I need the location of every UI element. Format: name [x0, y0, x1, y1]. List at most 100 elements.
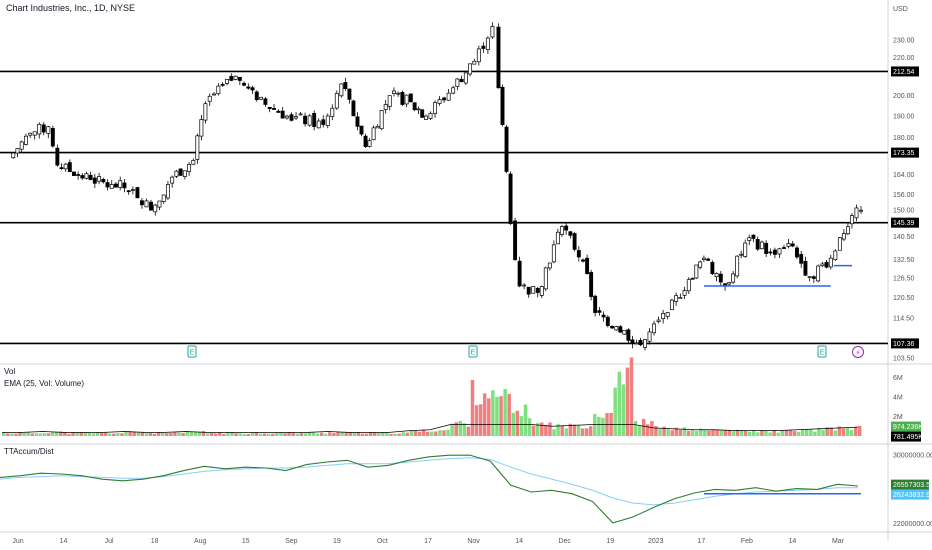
candle-body	[28, 132, 33, 136]
candle-body	[714, 273, 719, 277]
volume-bar	[397, 433, 401, 436]
volume-bar	[731, 431, 736, 436]
volume-bar	[238, 433, 242, 436]
volume-bar	[556, 424, 560, 436]
volume-bar	[809, 429, 813, 436]
candle-body	[782, 247, 786, 249]
candle-body	[568, 231, 573, 236]
candle-body	[203, 103, 208, 121]
candle-body	[630, 339, 635, 345]
time-tick-label: Jul	[105, 538, 114, 545]
candle-body	[272, 107, 276, 110]
volume-bar	[193, 432, 198, 436]
candle-body	[254, 91, 259, 101]
candle-body	[824, 262, 829, 268]
volume-bar	[670, 430, 674, 436]
volume-bar	[311, 432, 316, 436]
volume-bar	[735, 429, 740, 436]
volume-bar	[324, 433, 328, 436]
candle-body	[367, 140, 372, 147]
volume-bar	[344, 432, 348, 436]
time-tick-label: Sep	[285, 538, 298, 545]
volume-bar	[120, 433, 124, 436]
volume-bar	[2, 432, 6, 436]
candle-body	[777, 248, 782, 255]
volume-bar	[805, 429, 809, 436]
candle-body	[682, 290, 687, 296]
candle-body	[118, 180, 123, 188]
volume-bar	[340, 432, 344, 436]
volume-bar	[727, 429, 732, 436]
volume-bar	[42, 433, 47, 436]
time-tick-label: 14	[789, 538, 797, 545]
candle-body	[321, 119, 326, 125]
candle-body	[225, 78, 229, 84]
candle-body	[285, 115, 289, 119]
candle-body	[355, 116, 360, 127]
candle-body	[678, 297, 683, 299]
candle-body	[216, 85, 221, 95]
volume-bar	[262, 433, 267, 436]
volume-bar	[112, 433, 116, 436]
candle-body	[191, 160, 196, 165]
volume-bar	[617, 371, 621, 436]
candle-body	[833, 250, 838, 260]
candle-body	[589, 272, 594, 297]
volume-bar	[552, 429, 556, 436]
candle-body	[803, 260, 808, 276]
volume-bar	[169, 432, 173, 436]
volume-bar	[784, 430, 789, 436]
split-bolt-icon: ⚡	[856, 349, 861, 357]
volume-bar	[136, 432, 140, 436]
volume-bar	[181, 432, 185, 436]
time-tick-label: 15	[242, 538, 250, 545]
volume-bar	[201, 431, 206, 436]
price-level-label: 212.54	[893, 69, 915, 76]
candle-body	[735, 255, 740, 277]
accum-tick-label: 22000000.00	[893, 521, 932, 528]
candle-body	[485, 37, 490, 51]
candle-body	[859, 209, 863, 212]
volume-bar	[295, 433, 299, 436]
volume-bar	[772, 429, 776, 436]
candle-body	[130, 189, 135, 191]
earnings-letter-icon: E	[820, 350, 825, 357]
volume-bar	[189, 431, 193, 436]
volume-bar	[99, 432, 104, 436]
volume-bar	[95, 432, 100, 436]
candle-body	[597, 310, 602, 313]
volume-bar	[580, 428, 585, 436]
accum-ma-badge	[891, 489, 929, 500]
price-tick-label: 180.00	[893, 135, 915, 142]
volume-bar	[160, 432, 165, 436]
volume-bar	[319, 432, 324, 436]
candle-body	[731, 273, 736, 283]
volume-bar	[540, 422, 544, 436]
candle-body	[263, 98, 268, 105]
volume-bar	[401, 432, 405, 436]
volume-bar	[230, 432, 234, 436]
candle-body	[433, 102, 437, 114]
volume-bar	[519, 416, 524, 436]
volume-bar	[348, 432, 352, 436]
volume-bar	[678, 429, 683, 436]
accum-tick-label: 30000000.00	[893, 453, 932, 460]
candle-body	[276, 110, 281, 113]
candle-body	[710, 261, 715, 275]
candle-body	[706, 258, 711, 261]
price-level-label: 145.39	[893, 220, 915, 227]
volume-bar	[254, 432, 259, 436]
candle-body	[690, 277, 695, 280]
candle-body	[764, 242, 769, 254]
candle-body	[472, 60, 477, 65]
volume-bar	[299, 433, 304, 436]
volume-bar	[173, 432, 177, 436]
volume-bar	[389, 433, 393, 436]
candle-body	[500, 86, 505, 125]
volume-bar	[654, 426, 658, 436]
candle-body	[601, 314, 606, 318]
candle-body	[122, 182, 127, 189]
candle-body	[481, 45, 486, 49]
volume-bar	[218, 432, 222, 436]
